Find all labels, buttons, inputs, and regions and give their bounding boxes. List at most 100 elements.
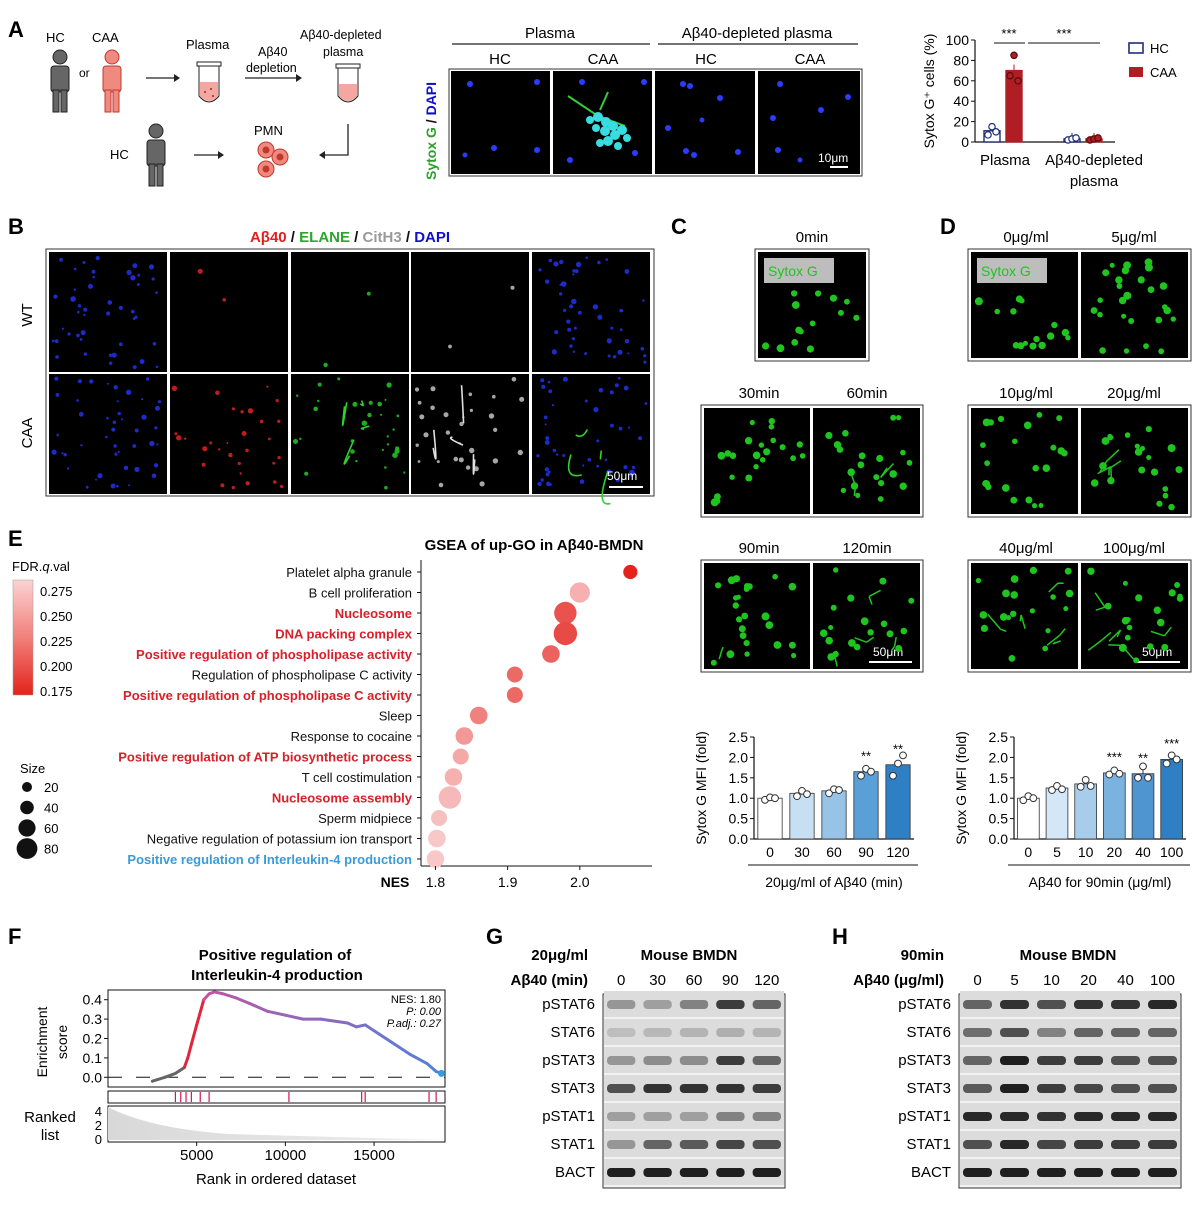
blot-band bbox=[1111, 1168, 1140, 1177]
blot-band bbox=[1148, 1140, 1177, 1149]
es-curve-segment bbox=[163, 1071, 177, 1079]
panel-b-signal-dot bbox=[596, 464, 600, 468]
cell-dot bbox=[1065, 335, 1071, 341]
cell-dot bbox=[1122, 580, 1128, 586]
panel-b-image-cell bbox=[170, 252, 288, 372]
panel-b-signal-dot bbox=[615, 478, 620, 483]
blot-band bbox=[679, 1028, 709, 1037]
stain-label-sep: / bbox=[423, 115, 439, 127]
cell-dot bbox=[908, 597, 915, 604]
cell-dot bbox=[1029, 608, 1035, 614]
label-pmn: PMN bbox=[254, 123, 283, 138]
cell-dot bbox=[1010, 591, 1018, 599]
data-point bbox=[1086, 782, 1095, 790]
blot-band bbox=[607, 1084, 636, 1093]
panel-b-fiber bbox=[360, 425, 370, 430]
panel-b-signal-dot bbox=[136, 283, 140, 286]
cell-dot bbox=[858, 452, 866, 460]
panel-b-signal-dot bbox=[156, 443, 159, 446]
panel-b-signal-dot bbox=[134, 315, 138, 319]
cell-dot bbox=[1050, 594, 1056, 600]
panel-letter-f: F bbox=[8, 924, 21, 949]
cell-dot bbox=[1038, 341, 1046, 350]
panel-b-signal-dot bbox=[459, 421, 464, 427]
panel-b-signal-dot bbox=[377, 401, 383, 407]
panel-b-signal-dot bbox=[361, 420, 368, 426]
panel-c-image-30min bbox=[704, 408, 810, 514]
cell-dot bbox=[1061, 328, 1070, 337]
panel-b-signal-dot bbox=[517, 449, 523, 456]
blot-band bbox=[607, 1000, 636, 1009]
blot-band bbox=[716, 1056, 745, 1065]
cell-dot bbox=[753, 464, 759, 470]
es-curve-segment bbox=[266, 1009, 287, 1017]
panel-b-signal-dot bbox=[644, 402, 648, 405]
panel-b-signal-dot bbox=[384, 485, 388, 490]
data-point bbox=[771, 794, 779, 803]
blot-band bbox=[643, 1140, 672, 1149]
blot-row-label: pSTAT6 bbox=[898, 996, 951, 1013]
es-curve-segment bbox=[319, 1017, 349, 1025]
blot-band bbox=[679, 1112, 709, 1121]
micrograph-hc-plasma bbox=[451, 71, 550, 174]
es-curve-segment bbox=[425, 1062, 438, 1073]
blot-header: Mouse BMDN bbox=[641, 947, 738, 964]
cell-dot bbox=[1145, 426, 1152, 433]
cell-dot bbox=[1138, 466, 1146, 474]
blot-band bbox=[1037, 1112, 1066, 1121]
panel-b-signal-dot bbox=[366, 291, 371, 296]
data-point bbox=[857, 771, 865, 780]
panel-b-signal-dot bbox=[493, 427, 498, 432]
cell-dot bbox=[732, 602, 739, 609]
panel-letter-c: C bbox=[671, 214, 687, 239]
cell-dot bbox=[1025, 496, 1033, 504]
panel-b-signal-dot bbox=[367, 412, 372, 418]
y-axis-label: Sytox G MFI (fold) bbox=[693, 731, 709, 845]
sig-label: *** bbox=[1164, 736, 1179, 751]
net-cluster bbox=[567, 91, 631, 150]
net-strand bbox=[1087, 631, 1112, 651]
panel-b-signal-dot bbox=[59, 257, 63, 262]
panel-b-signal-dot bbox=[597, 314, 603, 320]
blot-band bbox=[716, 1168, 745, 1177]
panel-b-signal-dot bbox=[317, 399, 320, 403]
panel-b-signal-dot bbox=[544, 467, 550, 472]
panel-b-signal-dot bbox=[148, 264, 155, 270]
x-tick-label: 1.8 bbox=[426, 874, 446, 890]
data-point bbox=[1144, 773, 1152, 782]
term-dot bbox=[438, 786, 462, 809]
cell-dot bbox=[1042, 464, 1051, 473]
blot-lane-label: 30 bbox=[649, 972, 666, 989]
panel-b-signal-dot bbox=[132, 444, 137, 448]
y-tick-label: 0.0 bbox=[83, 1069, 103, 1085]
es-curve-segment bbox=[182, 1056, 190, 1070]
blot-treatment: Aβ40 (min) bbox=[511, 972, 589, 989]
blot-band bbox=[643, 1112, 672, 1121]
term-label: Nucleosome bbox=[335, 606, 412, 621]
cell-dot bbox=[779, 444, 786, 451]
micrograph-scalebar-label: 10μm bbox=[818, 151, 848, 165]
net-strand bbox=[1150, 626, 1172, 637]
panel-b-signal-dot bbox=[607, 354, 611, 358]
blot-band bbox=[963, 1028, 992, 1037]
panel-b-signal-dot bbox=[134, 466, 140, 472]
cell-dot bbox=[1155, 316, 1163, 324]
cell-dot bbox=[867, 629, 874, 636]
panel-b-signal-dot bbox=[396, 414, 400, 418]
term-dot bbox=[426, 850, 445, 868]
blot-band bbox=[752, 1028, 781, 1037]
panel-b-title-sep-3: / bbox=[402, 229, 415, 246]
cell-dot bbox=[1063, 606, 1069, 612]
panel-b-signal-dot bbox=[609, 390, 614, 395]
panel-b-signal-dot bbox=[547, 470, 551, 474]
es-ylabel-1: Enrichment bbox=[34, 1006, 50, 1077]
rank-area bbox=[108, 1107, 445, 1140]
panel-b-signal-dot bbox=[121, 418, 124, 421]
rank-ylabel-2: list bbox=[41, 1127, 60, 1144]
cell-dot bbox=[876, 454, 884, 463]
blot-band bbox=[1037, 1056, 1066, 1065]
cell-dot bbox=[974, 297, 983, 306]
panel-b-signal-dot bbox=[623, 465, 628, 470]
term-label: Response to cocaine bbox=[291, 729, 412, 744]
cell-dot bbox=[790, 290, 798, 297]
